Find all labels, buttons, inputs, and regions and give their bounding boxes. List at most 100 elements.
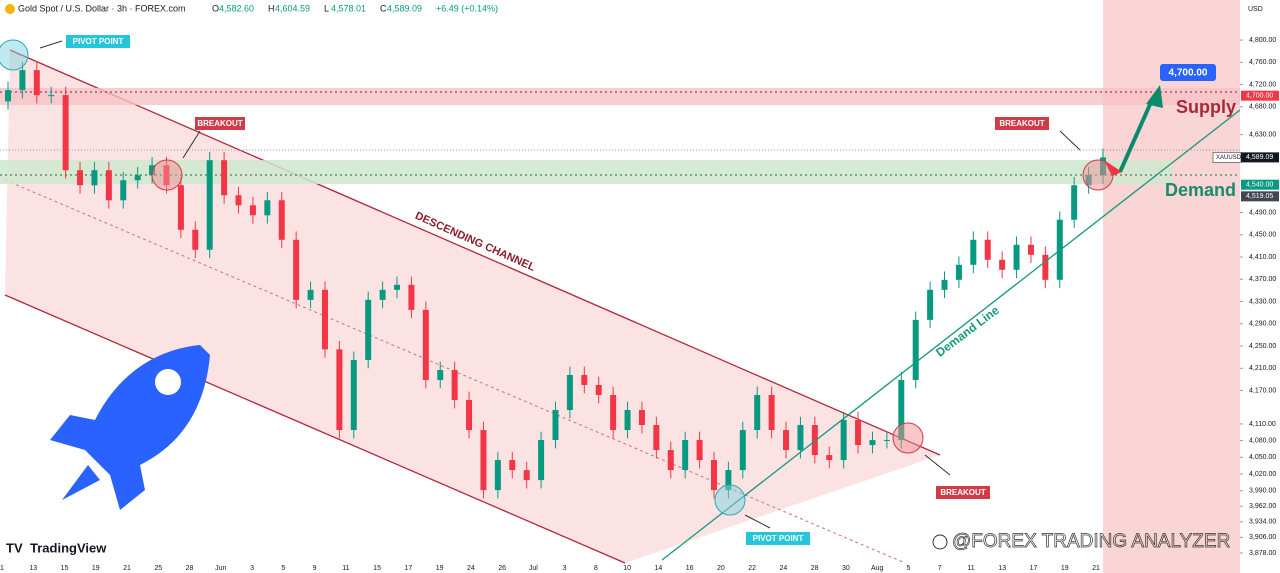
demand-zone (0, 160, 1172, 184)
price-tag (1241, 179, 1279, 190)
candle-body (783, 430, 790, 451)
breakout-label: BREAKOUT (999, 119, 1044, 128)
ohlc-key: C (380, 3, 387, 13)
candle-body (638, 410, 645, 426)
watermark-icon (932, 534, 948, 550)
x-tick-label: 9 (313, 565, 317, 572)
y-tick-label: 3,878.00 (1249, 550, 1276, 557)
y-tick-label: 4,370.00 (1249, 276, 1276, 283)
x-tick-label: 5 (281, 565, 285, 572)
y-tick-label: 4,170.00 (1249, 387, 1276, 394)
candle-body (739, 430, 746, 471)
demand-label: Demand (1165, 180, 1236, 200)
price-tag-label: 4,519.05 (1246, 193, 1273, 200)
leader (1059, 130, 1081, 151)
y-tick-label: 4,800.00 (1249, 37, 1276, 44)
y-tick-label: 4,020.00 (1249, 471, 1276, 478)
candle-body (538, 440, 545, 481)
candle-body (379, 289, 386, 300)
y-tick-label: 4,490.00 (1249, 209, 1276, 216)
candle-body (120, 180, 127, 201)
breakout-circle (151, 159, 183, 191)
breakout-label: BREAKOUT (940, 488, 985, 497)
ohlc-value: 4,582.60 (219, 3, 254, 13)
candle-body (552, 410, 559, 441)
candle-body (33, 70, 40, 96)
candle-body (278, 200, 285, 240)
watermark: @FOREX TRADING ANALYZER (952, 531, 1230, 552)
y-tick-label: 4,290.00 (1249, 321, 1276, 328)
candle-body (394, 284, 401, 290)
x-tick-label: 16 (686, 565, 694, 572)
ohlc-value: 4,604.59 (275, 3, 310, 13)
candle-body (840, 420, 847, 461)
x-tick-label: 22 (748, 565, 756, 572)
candle-body (984, 239, 991, 260)
supply-label: Supply (1176, 97, 1236, 117)
channel-fill (5, 50, 940, 563)
x-tick-label: 17 (1030, 565, 1038, 572)
candle-body (149, 165, 156, 176)
target-arrow (1118, 99, 1154, 173)
label-box (995, 117, 1049, 130)
x-tick-label: 25 (154, 565, 162, 572)
candle-body (5, 90, 11, 102)
change: +6.49 (+0.14%) (436, 3, 498, 13)
y-tick-label: 4,680.00 (1249, 104, 1276, 111)
breakout-label: BREAKOUT (197, 119, 242, 128)
ohlc-key: L (324, 3, 329, 13)
x-tick-label: 13 (998, 565, 1006, 572)
x-tick-label: Jul (529, 565, 538, 572)
candle-body (725, 470, 732, 491)
candle-body (62, 95, 69, 171)
candle-body (293, 239, 300, 300)
price-tag-label: 4,700.00 (1246, 93, 1273, 100)
x-tick-label: 7 (938, 565, 942, 572)
candle-body (653, 425, 660, 451)
brand: TradingView (30, 540, 107, 555)
price-tag (1241, 191, 1279, 202)
price-tag (1241, 90, 1279, 101)
candle-body (581, 374, 588, 385)
candle-body (235, 195, 242, 206)
candle-body (927, 289, 934, 320)
y-tick-label: 4,050.00 (1249, 454, 1276, 461)
candle-body (1042, 254, 1049, 280)
x-tick-label: 13 (29, 565, 37, 572)
x-tick-label: 26 (498, 565, 506, 572)
candle-body (999, 259, 1006, 270)
leader (182, 130, 201, 159)
brand-logo: TV (6, 540, 23, 555)
label-box (746, 532, 810, 545)
y-tick-label: 3,906.00 (1249, 534, 1276, 541)
channel-mid (4, 179, 906, 564)
supply-zone (0, 88, 1240, 105)
candle-body (941, 279, 948, 290)
x-tick-label: 11 (967, 565, 974, 572)
y-tick-label: 3,934.00 (1249, 519, 1276, 526)
x-tick-label: 24 (467, 565, 475, 572)
candle-body (1027, 244, 1034, 255)
candle-body (710, 460, 717, 491)
x-tick-label: 15 (61, 565, 69, 572)
ohlc-value: 4,578.01 (331, 3, 366, 13)
ohlc-key: H (268, 3, 275, 13)
candle-body (595, 384, 602, 395)
x-tick-label: 20 (717, 565, 725, 572)
pivot-label: PIVOT POINT (753, 534, 804, 543)
candle-body (682, 440, 689, 471)
candle-body (19, 70, 26, 91)
candle-body (566, 374, 573, 411)
y-tick-label: 4,110.00 (1249, 421, 1276, 428)
y-tick-label: 4,080.00 (1249, 437, 1276, 444)
x-tick-label: 5 (907, 565, 911, 572)
channel-lower (4, 294, 626, 564)
demand-line (661, 109, 1241, 561)
symbol-tag-label: XAUUSD (1216, 155, 1242, 161)
y-tick-label: 4,210.00 (1249, 365, 1276, 372)
candle-body (307, 289, 314, 300)
header-bg (0, 0, 470, 18)
label-box (195, 117, 245, 130)
y-tick-label: 4,330.00 (1249, 298, 1276, 305)
